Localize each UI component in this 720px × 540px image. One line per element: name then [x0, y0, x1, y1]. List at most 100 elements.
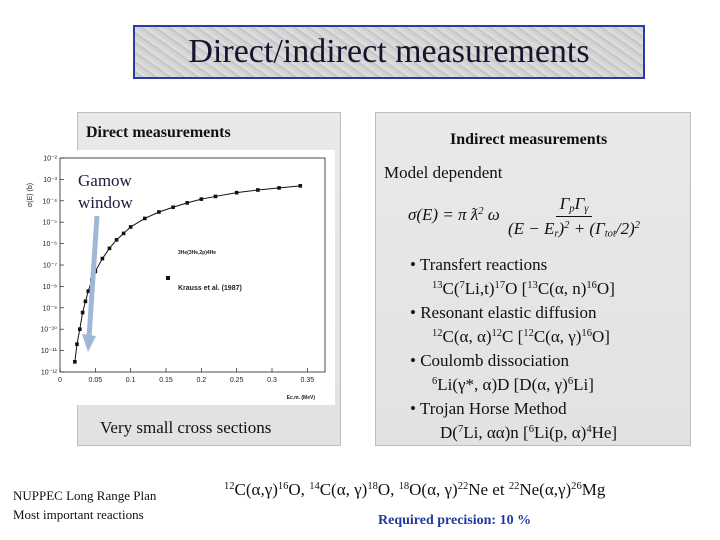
- text-run: O,: [377, 480, 399, 499]
- superscript: 3: [189, 250, 192, 256]
- text-run: ω: [483, 205, 500, 225]
- text-run: Li(γ*, α)D [D(α, γ): [437, 375, 568, 394]
- y-tick-label: 10⁻¹⁰: [40, 326, 57, 334]
- superscript: 2: [564, 220, 570, 232]
- gamow-line: window: [78, 193, 133, 212]
- superscript: 4: [586, 424, 592, 436]
- y-tick-label: 10⁻⁸: [43, 284, 57, 291]
- text-run: (MeV): [300, 395, 315, 401]
- bullet-list: • Transfert reactions 13C(7Li,t)17O [13C(…: [410, 253, 617, 445]
- superscript: 13: [432, 280, 443, 292]
- x-tick-label: 0.1: [126, 377, 136, 384]
- gamow-arrow: [82, 215, 100, 352]
- superscript: 7: [457, 424, 464, 436]
- precision: Required precision: 10 %: [378, 513, 532, 528]
- superscript: 6: [432, 376, 438, 388]
- y-tick-label: 10⁻³: [43, 177, 57, 184]
- formula-numerator: ΓpΓγ: [555, 194, 593, 217]
- superscript: 2: [634, 220, 641, 232]
- data-point: [73, 359, 77, 364]
- x-tick-label: 0.35: [301, 377, 315, 384]
- direct-heading: Direct measurements: [86, 124, 231, 141]
- text-run: O]: [591, 327, 610, 346]
- text-run: O [: [505, 279, 528, 298]
- superscript: 13: [527, 280, 538, 292]
- bullet-item: • Resonant elastic diffusion: [410, 301, 617, 325]
- text-run: Mg: [581, 480, 606, 499]
- superscript: 6: [528, 424, 534, 436]
- text-run: He: [210, 250, 217, 256]
- superscript: 18: [398, 481, 410, 493]
- text-run: Ne(α,γ): [519, 480, 572, 499]
- superscript: 12: [224, 481, 235, 493]
- text-run: He(: [181, 250, 189, 256]
- legend-entry: Krauss et al. (1987): [178, 285, 242, 292]
- bullet-item: • Transfert reactions: [410, 253, 617, 277]
- gamow-label: Gamow window: [78, 170, 133, 214]
- data-point: [128, 225, 133, 229]
- arrow-shaft: [86, 215, 100, 339]
- text-run: Ne et: [468, 480, 509, 499]
- y-tick-label: 10⁻⁶: [43, 241, 57, 248]
- x-tick-label: 0.05: [89, 377, 103, 384]
- bullet-detail: 6Li(γ*, α)D [D(α, γ)6Li]: [410, 373, 617, 397]
- direct-caption: Very small cross sections: [100, 418, 272, 437]
- data-point: [114, 238, 119, 242]
- subscript: tot: [604, 228, 616, 240]
- text-run: He]: [591, 423, 618, 442]
- data-point: [83, 299, 88, 304]
- reactions-line: 12C(α,γ)16O, 14C(α, γ)18O, 18O(α, γ)22Ne…: [224, 480, 605, 500]
- indirect-panel: [375, 112, 691, 446]
- title-box: Direct/indirect measurements: [133, 25, 645, 79]
- text-run: Γ: [559, 194, 570, 213]
- text-run: /2): [615, 219, 635, 238]
- text-run: C(α,γ): [234, 480, 278, 499]
- gamow-line: Gamow: [78, 171, 132, 190]
- footer-note: NUPPEC Long Range Plan Most important re…: [13, 486, 156, 524]
- data-point: [171, 205, 175, 210]
- superscript: 16: [277, 481, 289, 493]
- data-point: [77, 327, 82, 331]
- superscript: 4: [207, 250, 210, 256]
- data-point: [185, 201, 189, 205]
- bullet-symbol: •: [410, 351, 421, 370]
- text-run: Li]: [573, 375, 594, 394]
- data-point: [199, 197, 204, 201]
- bullet-item: • Trojan Horse Method: [410, 397, 617, 421]
- data-point: [298, 184, 303, 188]
- y-tick-label: 10⁻⁷: [43, 263, 57, 270]
- text-run: C(α, α): [442, 327, 492, 346]
- data-point: [277, 186, 281, 190]
- data-point: [121, 231, 126, 236]
- legend-marker: [166, 276, 170, 280]
- data-point: [157, 210, 161, 214]
- x-tick-label: 0: [58, 377, 62, 384]
- data-point: [143, 216, 147, 221]
- superscript: 3: [178, 250, 181, 256]
- indirect-heading: Indirect measurements: [450, 131, 608, 148]
- text-run: Γ: [574, 194, 585, 213]
- subscript: p: [569, 203, 575, 215]
- superscript: 18: [367, 481, 378, 493]
- y-tick-label: 10⁻⁴: [43, 198, 58, 205]
- text-run: D(: [440, 423, 458, 442]
- text-run: C [: [502, 327, 524, 346]
- text-run: C(α, γ): [319, 480, 368, 499]
- text-run: E: [287, 395, 291, 401]
- subscript: γ: [584, 203, 589, 215]
- superscript: 7: [459, 280, 465, 292]
- formula-lhs: σ(E) = π ƛ2 ω: [408, 205, 500, 224]
- arrow-head: [82, 334, 96, 352]
- text-run: He,2p): [192, 250, 208, 256]
- subscript: c.m.: [290, 395, 301, 401]
- x-tick-label: 0.25: [230, 377, 244, 384]
- text-run: C(: [442, 279, 460, 298]
- bullet-detail: 13C(7Li,t)17O [13C(α, n)16O]: [410, 277, 617, 301]
- superscript: 16: [581, 328, 592, 340]
- superscript: 26: [571, 481, 582, 493]
- text-run: O,: [288, 480, 310, 499]
- x-tick-label: 0.3: [267, 377, 277, 384]
- note-line: NUPPEC Long Range Plan: [13, 488, 157, 503]
- formula: σ(E) = π ƛ2 ω ΓpΓγ (E − Er)2 + (Γtot/2)2: [408, 194, 644, 239]
